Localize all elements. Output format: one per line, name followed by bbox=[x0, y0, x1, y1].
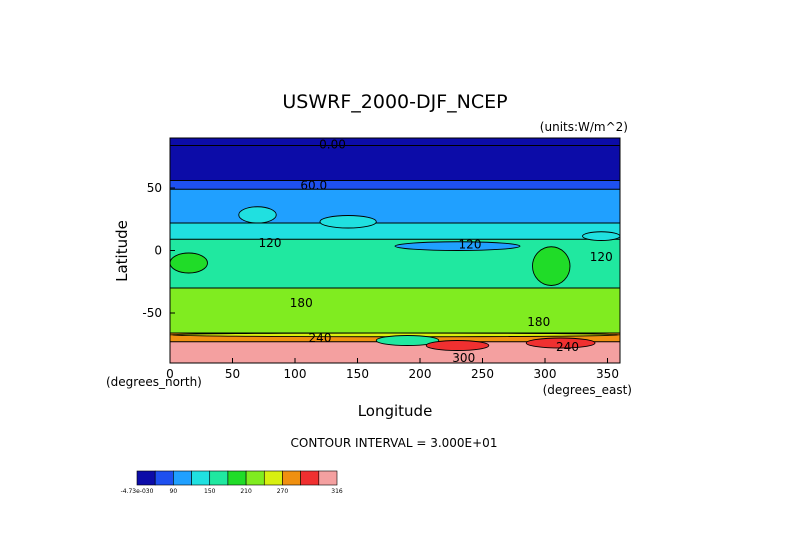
colorbar-swatch bbox=[245, 470, 265, 486]
x-tick-label: 0 bbox=[166, 367, 174, 381]
colorbar-swatch bbox=[191, 470, 211, 486]
contour-labels: 0.00 60.0 120 120 120 180 180 240 240 300 bbox=[259, 137, 613, 365]
y-tick-label: -50 bbox=[142, 306, 162, 320]
colorbar-swatch bbox=[282, 470, 301, 486]
x-axis-label: Longitude bbox=[358, 402, 433, 420]
contour-feature bbox=[394, 241, 521, 251]
heatmap-plot-area bbox=[169, 138, 621, 363]
y-axis-ticks: 50 0 -50 bbox=[142, 181, 175, 320]
band-cell bbox=[170, 189, 620, 223]
x-tick-label: 150 bbox=[346, 367, 369, 381]
chart-title: USWRF_2000-DJF_NCEP bbox=[282, 91, 507, 113]
contour-feature bbox=[525, 337, 596, 349]
y-axis-label: Latitude bbox=[113, 220, 131, 282]
band-cell bbox=[170, 288, 620, 333]
colorbar-swatch bbox=[227, 470, 247, 486]
colorbar-legend: -4.73e-030 90 150 210 270 316 bbox=[121, 470, 343, 495]
x-axis-ticks: 0 50 100 150 200 250 300 350 bbox=[166, 358, 619, 381]
contour-label: 180 bbox=[290, 296, 313, 310]
colorbar-label: 270 bbox=[277, 488, 289, 495]
band-cell bbox=[170, 138, 620, 146]
y-tick-label: 50 bbox=[147, 181, 162, 195]
contour-label: 0.00 bbox=[319, 137, 346, 151]
contour-feature bbox=[425, 340, 490, 351]
contour-label: 180 bbox=[527, 315, 550, 329]
contour-feature bbox=[238, 206, 277, 224]
x-tick-label: 50 bbox=[225, 367, 240, 381]
colorbar-label: 210 bbox=[240, 488, 252, 495]
colorbar-swatch bbox=[154, 470, 174, 486]
y-unit-note: (degrees_north) bbox=[106, 375, 202, 389]
band-cell bbox=[170, 145, 620, 181]
band-cell bbox=[170, 180, 620, 190]
colorbar-label: 316 bbox=[331, 488, 343, 495]
contour-feature bbox=[169, 252, 208, 274]
colorbar-label: -4.73e-030 bbox=[121, 488, 154, 495]
colorbar-swatch bbox=[173, 470, 192, 486]
contour-label: 240 bbox=[556, 340, 579, 354]
contour-label: 120 bbox=[459, 237, 482, 251]
contour-interval-note: CONTOUR INTERVAL = 3.000E+01 bbox=[291, 436, 498, 450]
contour-label: 240 bbox=[309, 331, 332, 345]
x-unit-note: (degrees_east) bbox=[543, 383, 632, 397]
contour-feature bbox=[582, 231, 621, 241]
band-cell bbox=[170, 223, 620, 240]
contour-feature bbox=[532, 246, 571, 286]
x-tick-label: 250 bbox=[471, 367, 494, 381]
x-tick-label: 350 bbox=[596, 367, 619, 381]
colorbar-swatch bbox=[300, 470, 320, 486]
x-tick-label: 300 bbox=[534, 367, 557, 381]
units-label: (units:W/m^2) bbox=[540, 120, 628, 134]
colorbar-swatch bbox=[263, 470, 283, 486]
colorbar-label: 150 bbox=[204, 488, 216, 495]
colorbar-swatch bbox=[209, 470, 229, 486]
contour-label: 60.0 bbox=[300, 179, 327, 193]
x-tick-label: 200 bbox=[409, 367, 432, 381]
contour-label: 120 bbox=[259, 236, 282, 250]
contour-feature bbox=[375, 335, 440, 346]
colorbar-label: 90 bbox=[170, 488, 178, 495]
colorbar-swatch bbox=[136, 470, 156, 486]
contour-label: 300 bbox=[452, 351, 475, 365]
contour-feature bbox=[319, 215, 377, 229]
colorbar-swatch bbox=[318, 470, 338, 486]
y-tick-label: 0 bbox=[154, 244, 162, 258]
band-cell bbox=[170, 341, 620, 363]
x-tick-label: 100 bbox=[284, 367, 307, 381]
contour-label: 120 bbox=[590, 250, 613, 264]
